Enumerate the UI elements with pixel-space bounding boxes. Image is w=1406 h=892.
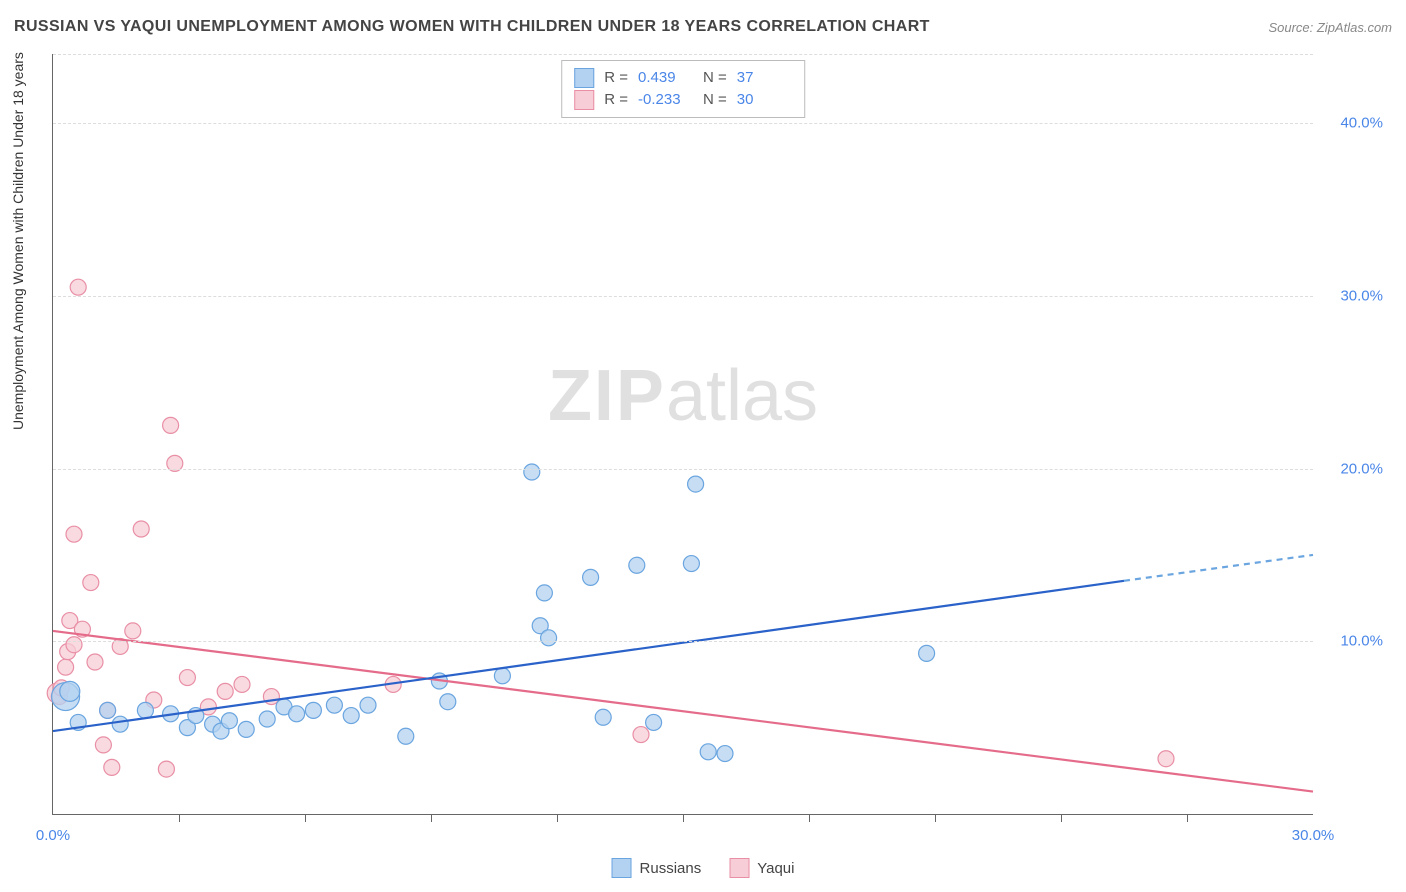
chart-title: RUSSIAN VS YAQUI UNEMPLOYMENT AMONG WOME…: [14, 18, 930, 36]
gridline-h: [53, 469, 1313, 470]
x-tick-label: 0.0%: [36, 827, 70, 844]
y-tick-label: 20.0%: [1323, 460, 1383, 477]
x-tick: [1187, 814, 1188, 822]
x-tick-label: 30.0%: [1292, 827, 1335, 844]
gridline-h: [53, 641, 1313, 642]
legend-item-russians: Russians: [612, 858, 702, 878]
x-tick: [935, 814, 936, 822]
gridline-h: [53, 123, 1313, 124]
plot-svg: [53, 54, 1313, 814]
legend-label-russians: Russians: [640, 860, 702, 877]
plot-area: ZIPatlas R = 0.439 N = 37 R = -0.233 N =…: [52, 54, 1313, 815]
y-tick-label: 10.0%: [1323, 633, 1383, 650]
legend-swatch-russians: [612, 858, 632, 878]
x-tick: [809, 814, 810, 822]
x-tick: [431, 814, 432, 822]
chart-source: Source: ZipAtlas.com: [1268, 20, 1392, 35]
legend-item-yaqui: Yaqui: [729, 858, 794, 878]
y-tick-label: 40.0%: [1323, 115, 1383, 132]
y-tick-label: 30.0%: [1323, 287, 1383, 304]
legend-swatch-yaqui: [729, 858, 749, 878]
legend-label-yaqui: Yaqui: [757, 860, 794, 877]
x-tick: [557, 814, 558, 822]
x-tick: [305, 814, 306, 822]
y-axis-label: Unemployment Among Women with Children U…: [10, 52, 26, 430]
x-tick: [179, 814, 180, 822]
x-tick: [683, 814, 684, 822]
x-tick: [1061, 814, 1062, 822]
series-legend: Russians Yaqui: [612, 858, 795, 878]
gridline-h: [53, 296, 1313, 297]
